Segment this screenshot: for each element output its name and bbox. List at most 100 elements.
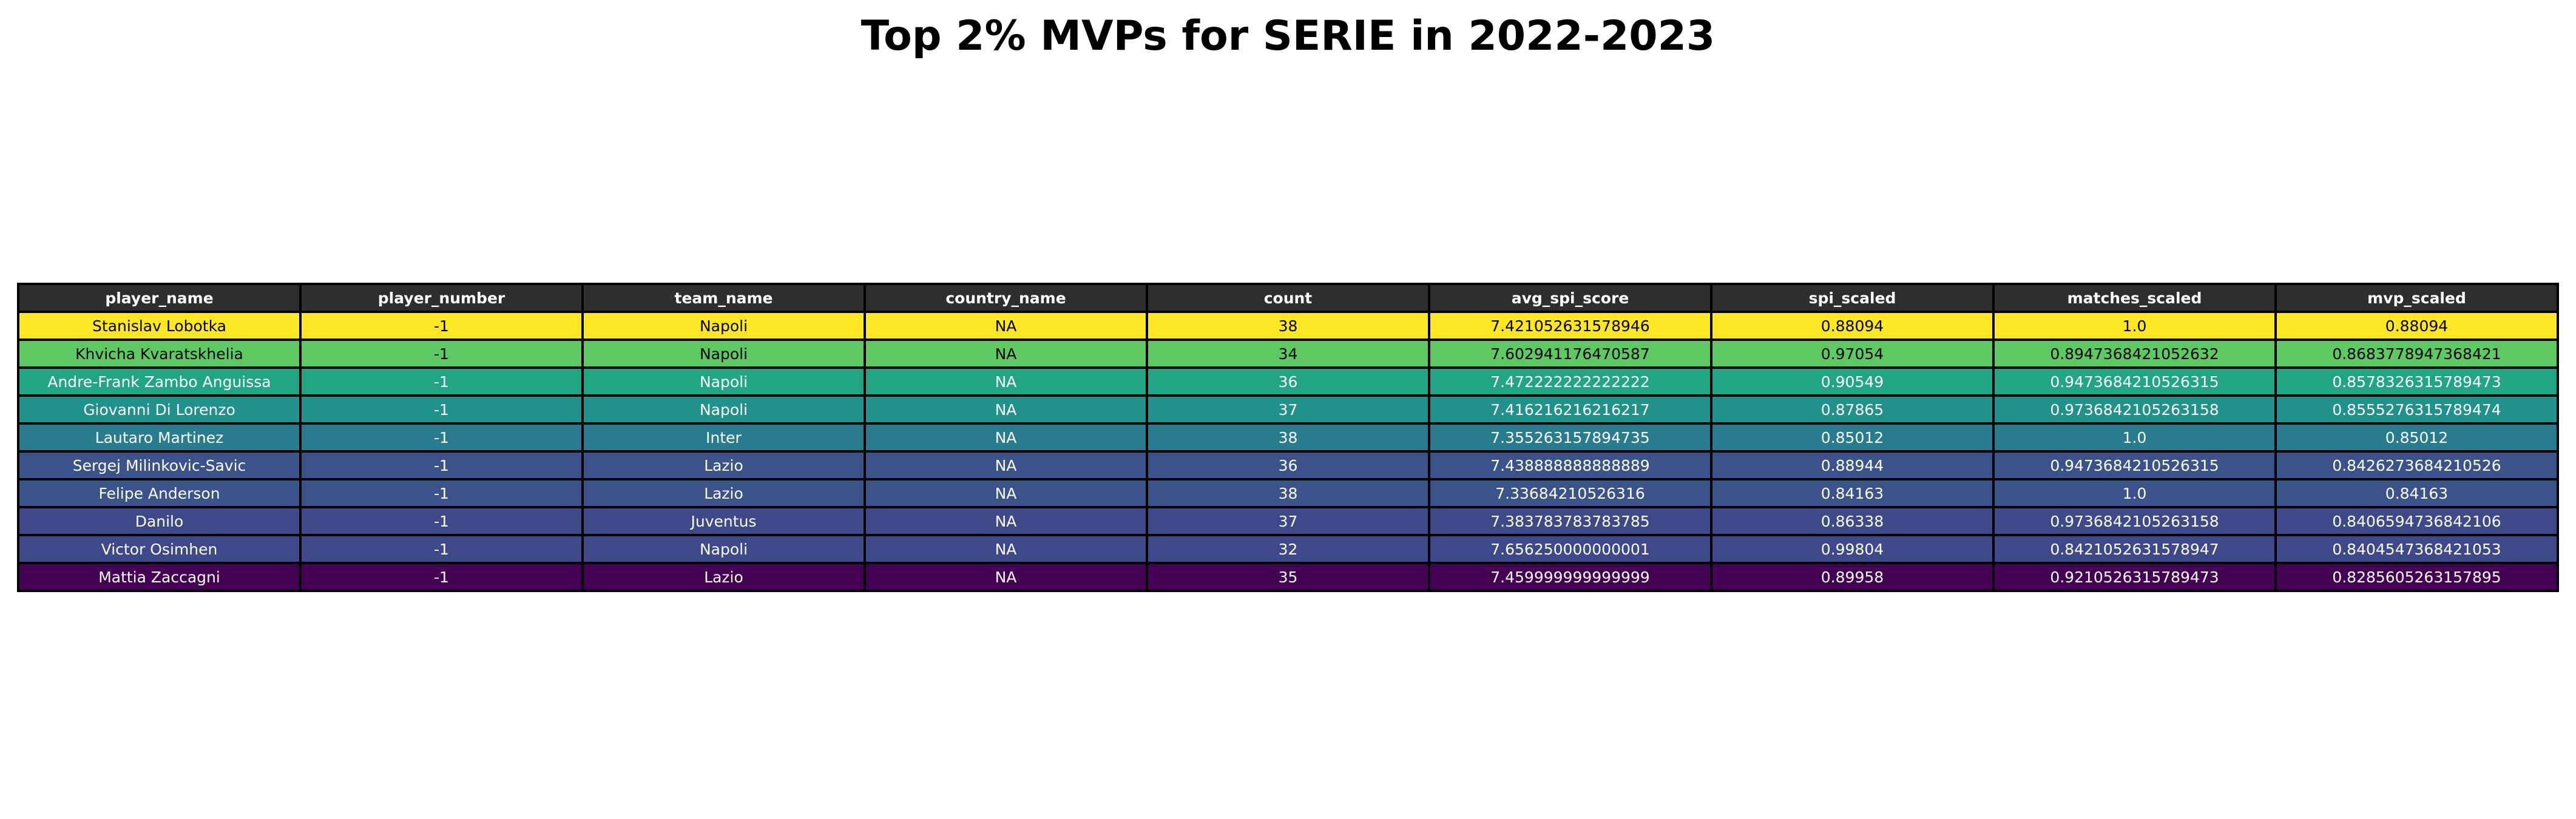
cell-matches-scaled: 0.9473684210526315 <box>1992 366 2277 397</box>
cell-team-name: Napoli <box>581 394 866 425</box>
cell-player-name: Khvicha Kvaratskhelia <box>17 339 302 369</box>
cell-spi-scaled: 0.88944 <box>1710 450 1995 480</box>
column-header-country-name: country_name <box>864 283 1148 313</box>
cell-avg-spi-score: 7.421052631578946 <box>1428 311 1712 341</box>
cell-country-name: NA <box>864 450 1148 480</box>
cell-matches-scaled: 0.9210526315789473 <box>1992 562 2277 592</box>
cell-team-name: Lazio <box>581 450 866 480</box>
cell-team-name: Napoli <box>581 366 866 397</box>
cell-count: 34 <box>1146 339 1430 369</box>
cell-mvp-scaled: 0.8285605263157895 <box>2274 562 2559 592</box>
cell-player-name: Andre-Frank Zambo Anguissa <box>17 366 302 397</box>
cell-player-number: -1 <box>299 534 584 564</box>
cell-player-name: Mattia Zaccagni <box>17 562 302 592</box>
cell-spi-scaled: 0.84163 <box>1710 478 1995 508</box>
cell-avg-spi-score: 7.416216216216217 <box>1428 394 1712 425</box>
column-header-team-name: team_name <box>581 283 866 313</box>
column-header-player-name: player_name <box>17 283 302 313</box>
cell-avg-spi-score: 7.383783783783785 <box>1428 506 1712 536</box>
cell-mvp-scaled: 0.8406594736842106 <box>2274 506 2559 536</box>
mvp-table-container: player_name player_number team_name country… <box>17 283 2559 592</box>
cell-player-name: Victor Osimhen <box>17 534 302 564</box>
cell-player-number: -1 <box>299 366 584 397</box>
cell-mvp-scaled: 0.85012 <box>2274 422 2559 453</box>
cell-count: 32 <box>1146 534 1430 564</box>
cell-matches-scaled: 0.8421052631578947 <box>1992 534 2277 564</box>
cell-matches-scaled: 1.0 <box>1992 478 2277 508</box>
cell-count: 36 <box>1146 366 1430 397</box>
cell-player-number: -1 <box>299 478 584 508</box>
cell-count: 38 <box>1146 422 1430 453</box>
cell-avg-spi-score: 7.355263157894735 <box>1428 422 1712 453</box>
cell-mvp-scaled: 0.8683778947368421 <box>2274 339 2559 369</box>
cell-avg-spi-score: 7.438888888888889 <box>1428 450 1712 480</box>
cell-avg-spi-score: 7.656250000000001 <box>1428 534 1712 564</box>
cell-team-name: Lazio <box>581 478 866 508</box>
cell-team-name: Inter <box>581 422 866 453</box>
cell-avg-spi-score: 7.472222222222222 <box>1428 366 1712 397</box>
cell-spi-scaled: 0.99804 <box>1710 534 1995 564</box>
cell-count: 37 <box>1146 394 1430 425</box>
table-row: Mattia Zaccagni -1 Lazio NA 35 7.459999999999… <box>17 562 2559 592</box>
cell-country-name: NA <box>864 366 1148 397</box>
cell-country-name: NA <box>864 422 1148 453</box>
mvp-table: player_name player_number team_name country… <box>17 283 2559 592</box>
column-header-mvp-scaled: mvp_scaled <box>2274 283 2559 313</box>
cell-player-name: Stanislav Lobotka <box>17 311 302 341</box>
cell-mvp-scaled: 0.8578326315789473 <box>2274 366 2559 397</box>
table-body: Stanislav Lobotka -1 Napoli NA 38 7.421052631… <box>17 311 2559 592</box>
table-header-row: player_name player_number team_name country… <box>17 283 2559 313</box>
cell-player-name: Felipe Anderson <box>17 478 302 508</box>
table-row: Sergej Milinkovic-Savic -1 Lazio NA 36 7.4388… <box>17 450 2559 480</box>
column-header-count: count <box>1146 283 1430 313</box>
cell-spi-scaled: 0.90549 <box>1710 366 1995 397</box>
cell-player-number: -1 <box>299 422 584 453</box>
cell-spi-scaled: 0.85012 <box>1710 422 1995 453</box>
cell-count: 36 <box>1146 450 1430 480</box>
column-header-matches-scaled: matches_scaled <box>1992 283 2277 313</box>
cell-team-name: Lazio <box>581 562 866 592</box>
cell-count: 35 <box>1146 562 1430 592</box>
cell-spi-scaled: 0.87865 <box>1710 394 1995 425</box>
cell-spi-scaled: 0.86338 <box>1710 506 1995 536</box>
cell-mvp-scaled: 0.8404547368421053 <box>2274 534 2559 564</box>
cell-mvp-scaled: 0.8555276315789474 <box>2274 394 2559 425</box>
cell-player-number: -1 <box>299 311 584 341</box>
table-row: Felipe Anderson -1 Lazio NA 38 7.336842105263… <box>17 478 2559 508</box>
cell-player-number: -1 <box>299 562 584 592</box>
table-row: Danilo -1 Juventus NA 37 7.383783783783785 0.8… <box>17 506 2559 536</box>
cell-country-name: NA <box>864 506 1148 536</box>
cell-mvp-scaled: 0.8426273684210526 <box>2274 450 2559 480</box>
cell-count: 37 <box>1146 506 1430 536</box>
cell-country-name: NA <box>864 311 1148 341</box>
table-row: Victor Osimhen -1 Napoli NA 32 7.656250000000… <box>17 534 2559 564</box>
cell-matches-scaled: 0.9736842105263158 <box>1992 394 2277 425</box>
cell-spi-scaled: 0.89958 <box>1710 562 1995 592</box>
cell-country-name: NA <box>864 478 1148 508</box>
cell-mvp-scaled: 0.84163 <box>2274 478 2559 508</box>
cell-team-name: Napoli <box>581 311 866 341</box>
chart-title: Top 2% MVPs for SERIE in 2022-2023 <box>860 12 1716 60</box>
cell-player-name: Sergej Milinkovic-Savic <box>17 450 302 480</box>
table-row: Giovanni Di Lorenzo -1 Napoli NA 37 7.4162162… <box>17 394 2559 425</box>
cell-team-name: Juventus <box>581 506 866 536</box>
cell-spi-scaled: 0.97054 <box>1710 339 1995 369</box>
cell-country-name: NA <box>864 562 1148 592</box>
cell-matches-scaled: 0.8947368421052632 <box>1992 339 2277 369</box>
cell-matches-scaled: 1.0 <box>1992 422 2277 453</box>
cell-matches-scaled: 0.9736842105263158 <box>1992 506 2277 536</box>
cell-spi-scaled: 0.88094 <box>1710 311 1995 341</box>
table-row: Andre-Frank Zambo Anguissa -1 Napoli NA 36 7.… <box>17 366 2559 397</box>
cell-avg-spi-score: 7.33684210526316 <box>1428 478 1712 508</box>
table-row: Khvicha Kvaratskhelia -1 Napoli NA 34 7.60294… <box>17 339 2559 369</box>
cell-team-name: Napoli <box>581 534 866 564</box>
cell-count: 38 <box>1146 478 1430 508</box>
cell-team-name: Napoli <box>581 339 866 369</box>
cell-matches-scaled: 1.0 <box>1992 311 2277 341</box>
cell-player-number: -1 <box>299 339 584 369</box>
cell-matches-scaled: 0.9473684210526315 <box>1992 450 2277 480</box>
cell-country-name: NA <box>864 394 1148 425</box>
cell-player-name: Danilo <box>17 506 302 536</box>
cell-avg-spi-score: 7.459999999999999 <box>1428 562 1712 592</box>
cell-mvp-scaled: 0.88094 <box>2274 311 2559 341</box>
